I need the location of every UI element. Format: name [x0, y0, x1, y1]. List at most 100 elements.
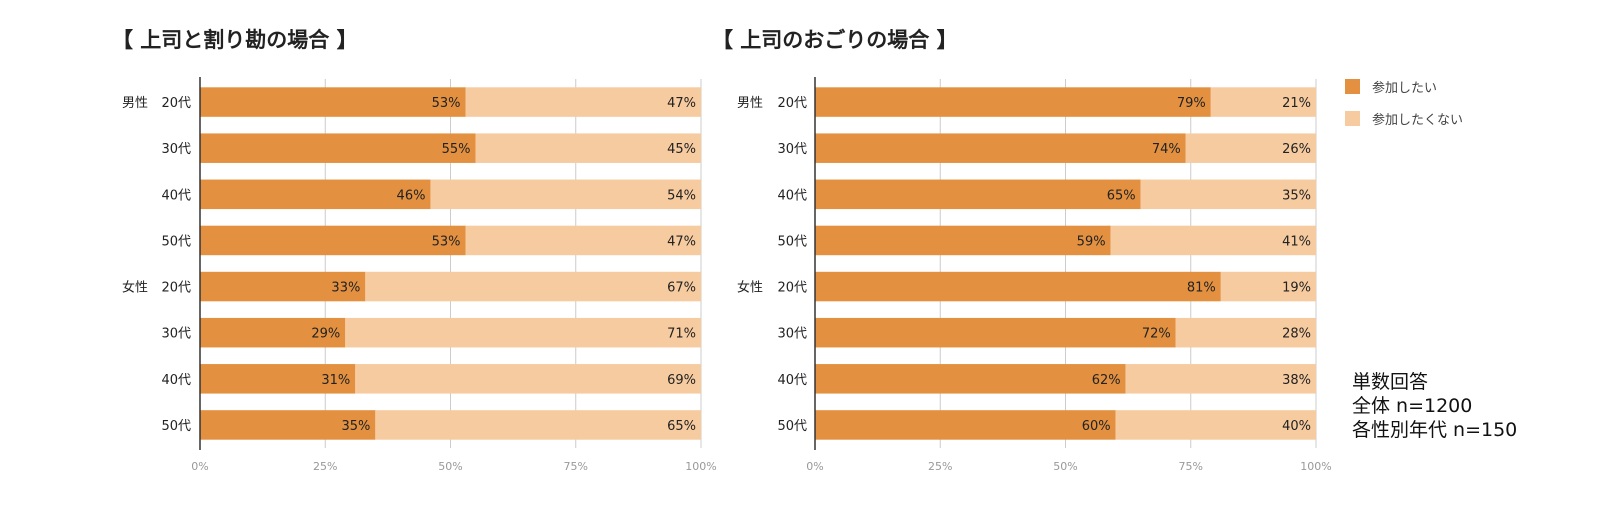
- data-label-want: 74%: [1152, 142, 1181, 157]
- bar-want: [200, 317, 346, 348]
- legend-item-want: 参加したい: [1345, 70, 1463, 102]
- data-label-not-want: 54%: [667, 188, 696, 203]
- data-label-not-want: 19%: [1282, 281, 1311, 296]
- legend-label: 参加したくない: [1372, 112, 1464, 128]
- bar-not-want: [345, 317, 701, 348]
- legend-swatch: [1345, 78, 1360, 94]
- category-label: 20代: [777, 281, 807, 296]
- bar-not-want: [1140, 179, 1316, 210]
- category-label: 40代: [777, 188, 807, 203]
- x-tick-label: 50%: [438, 460, 462, 473]
- bar-want: [815, 225, 1111, 256]
- data-label-not-want: 67%: [667, 281, 696, 296]
- legend-label: 参加したい: [1372, 80, 1438, 96]
- data-label-want: 35%: [341, 419, 370, 434]
- data-label-want: 29%: [311, 327, 340, 342]
- legend: 参加したい 参加したくない: [1345, 70, 1463, 134]
- data-label-want: 59%: [1077, 234, 1106, 249]
- bar-want: [815, 364, 1126, 394]
- bar-want: [200, 364, 356, 394]
- category-label: 30代: [777, 327, 807, 342]
- bar-not-want: [365, 271, 701, 302]
- bar-want: [200, 179, 431, 210]
- group-label: 男性: [737, 96, 763, 111]
- note-line: 単数回答: [1352, 371, 1429, 393]
- bar-want: [815, 271, 1221, 302]
- category-label: 40代: [161, 373, 191, 388]
- data-label-not-want: 28%: [1282, 327, 1311, 342]
- data-label-not-want: 35%: [1282, 188, 1311, 203]
- legend-swatch: [1345, 110, 1360, 126]
- bar-not-want: [355, 364, 701, 394]
- category-label: 30代: [777, 142, 807, 157]
- data-label-not-want: 65%: [667, 419, 696, 434]
- bar-not-want: [1185, 133, 1316, 163]
- data-label-not-want: 47%: [667, 234, 696, 249]
- bar-want: [200, 271, 366, 302]
- bar-want: [200, 87, 466, 117]
- x-tick-label: 0%: [191, 460, 208, 473]
- bar-want: [815, 133, 1186, 163]
- data-label-not-want: 47%: [667, 96, 696, 111]
- category-label: 20代: [161, 281, 191, 296]
- data-label-not-want: 69%: [667, 373, 696, 388]
- x-tick-label: 25%: [313, 460, 337, 473]
- category-label: 50代: [161, 419, 191, 434]
- data-label-want: 53%: [432, 234, 461, 249]
- bar-want: [815, 410, 1116, 440]
- data-label-want: 60%: [1082, 419, 1111, 434]
- sample-note: 単数回答 全体 n=1200 各性別年代 n=150: [1352, 370, 1517, 442]
- data-label-not-want: 26%: [1282, 142, 1311, 157]
- data-label-want: 72%: [1142, 327, 1171, 342]
- group-label: 男性: [122, 96, 148, 111]
- data-label-not-want: 41%: [1282, 234, 1311, 249]
- category-label: 50代: [777, 234, 807, 249]
- data-label-want: 31%: [321, 373, 350, 388]
- bar-not-want: [475, 133, 701, 163]
- bar-not-want: [465, 87, 701, 117]
- data-label-want: 46%: [397, 188, 426, 203]
- group-label: 女性: [122, 280, 148, 296]
- data-label-want: 55%: [442, 142, 471, 157]
- group-label: 女性: [737, 280, 763, 296]
- bar-not-want: [1175, 317, 1316, 348]
- x-tick-label: 25%: [928, 460, 952, 473]
- bar-want: [815, 317, 1176, 348]
- bar-want: [815, 87, 1211, 117]
- data-label-want: 65%: [1107, 188, 1136, 203]
- bar-not-want: [1110, 225, 1316, 256]
- category-label: 30代: [161, 327, 191, 342]
- note-line: 各性別年代 n=150: [1352, 419, 1518, 441]
- category-label: 40代: [777, 373, 807, 388]
- bar-not-want: [1220, 271, 1316, 302]
- bar-want: [815, 179, 1141, 210]
- data-label-want: 62%: [1092, 373, 1121, 388]
- bar-not-want: [1125, 364, 1316, 394]
- bar-not-want: [375, 410, 701, 440]
- x-tick-label: 75%: [564, 460, 588, 473]
- bar-not-want: [1210, 87, 1316, 117]
- bar-want: [200, 410, 376, 440]
- chart-title: 【 上司と割り勘の場合 】: [112, 28, 358, 52]
- data-label-want: 33%: [331, 281, 360, 296]
- x-tick-label: 0%: [806, 460, 823, 473]
- data-label-not-want: 40%: [1282, 419, 1311, 434]
- x-tick-label: 100%: [685, 460, 716, 473]
- category-label: 30代: [161, 142, 191, 157]
- x-tick-label: 75%: [1179, 460, 1203, 473]
- data-label-not-want: 71%: [667, 327, 696, 342]
- data-label-not-want: 38%: [1282, 373, 1311, 388]
- note-line: 全体 n=1200: [1352, 395, 1473, 417]
- data-label-want: 79%: [1177, 96, 1206, 111]
- x-tick-label: 50%: [1053, 460, 1077, 473]
- data-label-not-want: 21%: [1282, 96, 1311, 111]
- category-label: 50代: [777, 419, 807, 434]
- bar-not-want: [1115, 410, 1316, 440]
- chart-title: 【 上司のおごりの場合 】: [712, 28, 958, 52]
- data-label-want: 53%: [432, 96, 461, 111]
- category-label: 20代: [777, 96, 807, 111]
- category-label: 50代: [161, 234, 191, 249]
- bar-want: [200, 133, 476, 163]
- data-label-want: 81%: [1187, 281, 1216, 296]
